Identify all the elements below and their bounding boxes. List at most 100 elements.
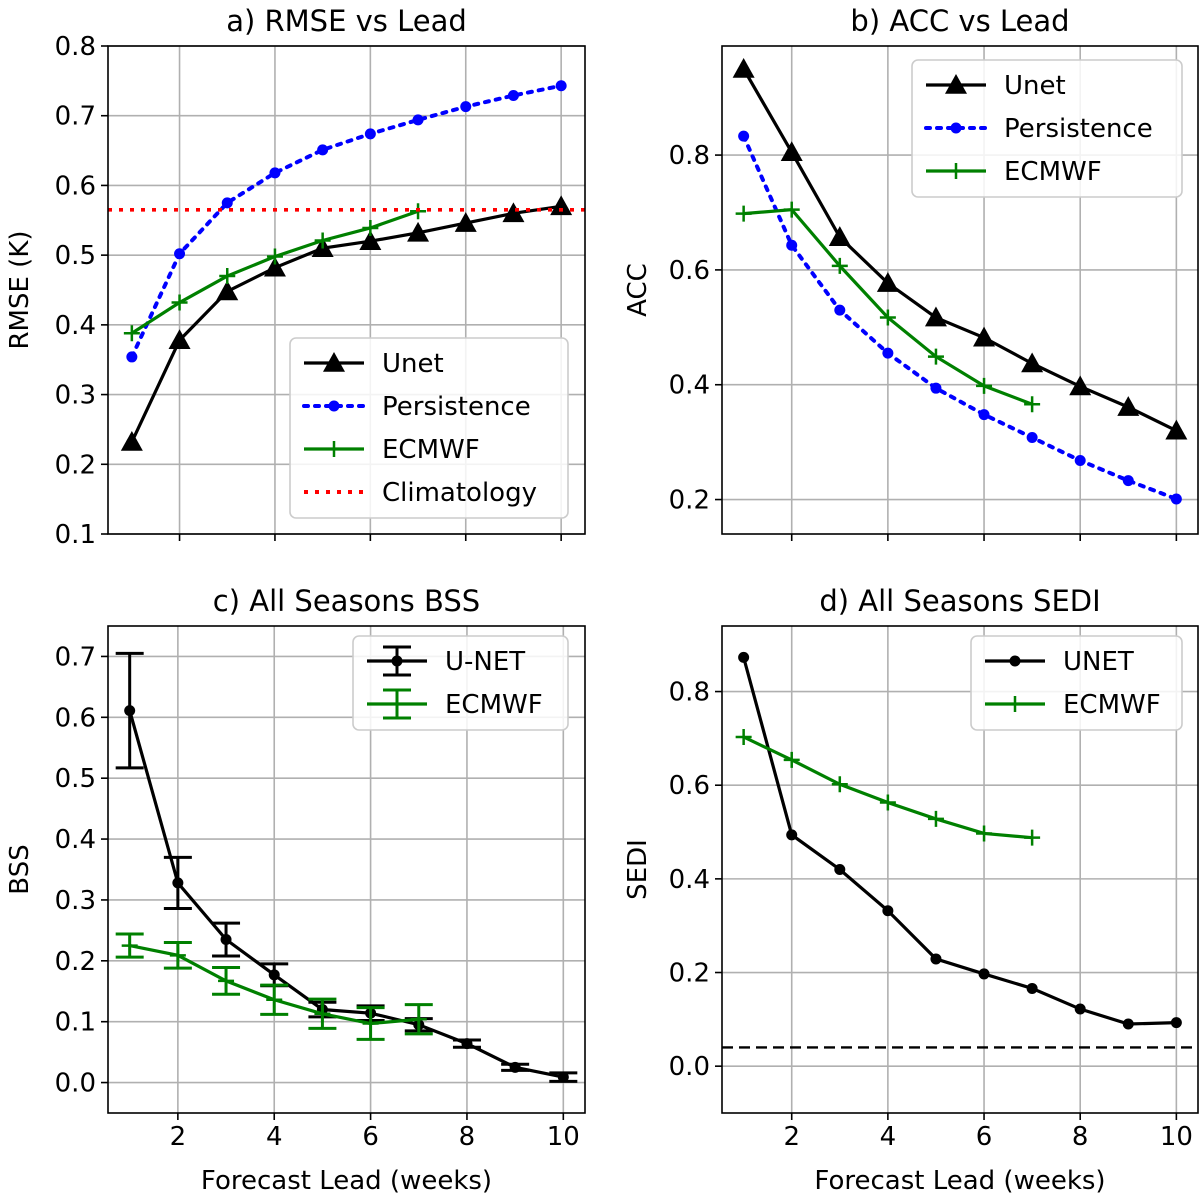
- legend-marker-unet: [1009, 655, 1021, 667]
- axes-frame: [107, 625, 586, 1114]
- data-point-persistence: [269, 167, 281, 179]
- y-axis-label: ACC: [623, 263, 653, 317]
- series-line-persistence: [741, 134, 1179, 501]
- y-tick-label: 0.0: [669, 1052, 710, 1082]
- data-point-ecmwf: [831, 257, 848, 274]
- legend-marker-u-net: [391, 655, 403, 667]
- legend-marker-ecmwf: [1007, 696, 1023, 712]
- plot-area: [732, 57, 1188, 505]
- data-point-unet: [1117, 396, 1140, 416]
- y-tick-label: 0.7: [55, 102, 96, 132]
- data-point-persistence: [738, 130, 750, 142]
- data-point-persistence: [317, 144, 329, 156]
- y-tick-label: 0.2: [669, 486, 710, 516]
- legend-label-u-net: U-NET: [445, 647, 525, 677]
- legend-label-unet: Unet: [1004, 71, 1066, 101]
- y-tick-label: 0.6: [669, 771, 710, 801]
- legend-marker-unet: [945, 74, 967, 94]
- legend-label-unet: Unet: [382, 349, 444, 379]
- data-point-ecmwf: [218, 972, 235, 989]
- data-point-unet: [732, 57, 755, 78]
- data-point-unet: [502, 202, 525, 223]
- y-axis-label: BSS: [5, 844, 35, 894]
- data-point-unet: [1026, 982, 1038, 994]
- data-point-unet: [1170, 1017, 1182, 1029]
- legend: U-NET ECMWF: [352, 635, 569, 731]
- data-point-unet: [973, 326, 996, 347]
- x-axis-label: Forecast Lead (weeks): [201, 1166, 492, 1196]
- chart-title: c) All Seasons BSS: [213, 584, 480, 618]
- data-point-u-net: [124, 705, 136, 717]
- data-point-ecmwf: [783, 751, 800, 768]
- data-point-persistence: [882, 347, 894, 359]
- plot-area: [108, 80, 585, 451]
- plot-area: [722, 651, 1198, 1049]
- data-point-u-net: [220, 934, 232, 946]
- legend-marker-ecmwf: [326, 441, 342, 457]
- data-point-unet: [1122, 1018, 1134, 1030]
- data-point-ecmwf: [410, 1011, 427, 1028]
- y-tick-label: 0.1: [55, 1008, 96, 1038]
- y-tick-label: 0.1: [55, 520, 96, 550]
- y-tick-label: 0.4: [669, 865, 710, 895]
- axes-frame: [721, 625, 1199, 1114]
- data-point-unet: [1074, 1003, 1086, 1015]
- legend-label-ecmwf: ECMWF: [382, 435, 480, 465]
- y-tick-label: 0.4: [55, 825, 96, 855]
- data-point-persistence: [555, 80, 567, 92]
- data-point-ecmwf: [879, 309, 896, 326]
- axes-frame: [107, 45, 586, 535]
- panel-a-rmse: 0.1 0.2 0.3 0.4 0.5 0.6 0.7 0.8 a) RMSE vs Lead R…: [5, 4, 586, 550]
- series-line-unet: [742, 656, 1177, 1026]
- data-point-persistence: [786, 239, 798, 251]
- data-point-ecmwf: [121, 937, 138, 954]
- data-point-persistence: [174, 248, 186, 260]
- legend-label-ecmwf: ECMWF: [1063, 690, 1161, 720]
- series-line-u-net: [128, 710, 564, 1079]
- data-point-unet: [786, 829, 798, 841]
- y-tick-label: 0.5: [55, 764, 96, 794]
- data-point-unet: [216, 280, 239, 301]
- y-tick-label: 0.6: [55, 171, 96, 201]
- legend-box: [289, 337, 569, 519]
- y-tick-label: 0.5: [55, 241, 96, 271]
- data-point-ecmwf: [314, 232, 331, 249]
- x-tick-label: 10: [1160, 1122, 1193, 1152]
- y-axis-label: SEDI: [623, 839, 653, 900]
- data-point-u-net: [268, 969, 280, 981]
- data-point-persistence: [460, 101, 472, 113]
- data-point-ecmwf: [735, 205, 752, 222]
- data-point-ecmwf: [927, 348, 944, 365]
- legend: UNET ECMWF: [970, 635, 1183, 731]
- x-axis-label: Forecast Lead (weeks): [814, 1166, 1105, 1196]
- legend: Unet Persistence ECMWF: [911, 59, 1183, 198]
- data-point-unet: [550, 195, 573, 216]
- data-point-persistence: [978, 409, 990, 421]
- x-tick-label: 2: [170, 1122, 187, 1152]
- data-point-unet: [978, 968, 990, 980]
- y-tick-label: 0.8: [669, 141, 710, 171]
- y-tick-label: 0.2: [55, 947, 96, 977]
- data-point-ecmwf: [927, 810, 944, 827]
- x-tick-label: 6: [976, 1122, 993, 1152]
- legend-label-unet: UNET: [1063, 647, 1134, 677]
- data-point-unet: [359, 230, 382, 250]
- data-point-ecmwf: [266, 991, 283, 1008]
- data-point-unet: [1069, 375, 1092, 396]
- data-point-ecmwf: [171, 294, 188, 311]
- data-point-ecmwf: [831, 776, 848, 793]
- chart-title: d) All Seasons SEDI: [819, 584, 1100, 618]
- data-point-ecmwf: [219, 268, 236, 285]
- data-point-unet: [168, 329, 191, 349]
- y-tick-label: 0.2: [669, 959, 710, 989]
- y-tick-label: 0.6: [669, 256, 710, 286]
- y-tick-label: 0.4: [55, 311, 96, 341]
- axes-frame: [721, 45, 1199, 535]
- legend-box: [911, 59, 1183, 198]
- data-point-unet: [1021, 352, 1044, 373]
- y-tick-label: 0.8: [669, 678, 710, 708]
- legend-label-ecmwf: ECMWF: [1004, 157, 1102, 187]
- data-point-unet: [828, 226, 851, 246]
- data-point-unet: [930, 953, 942, 965]
